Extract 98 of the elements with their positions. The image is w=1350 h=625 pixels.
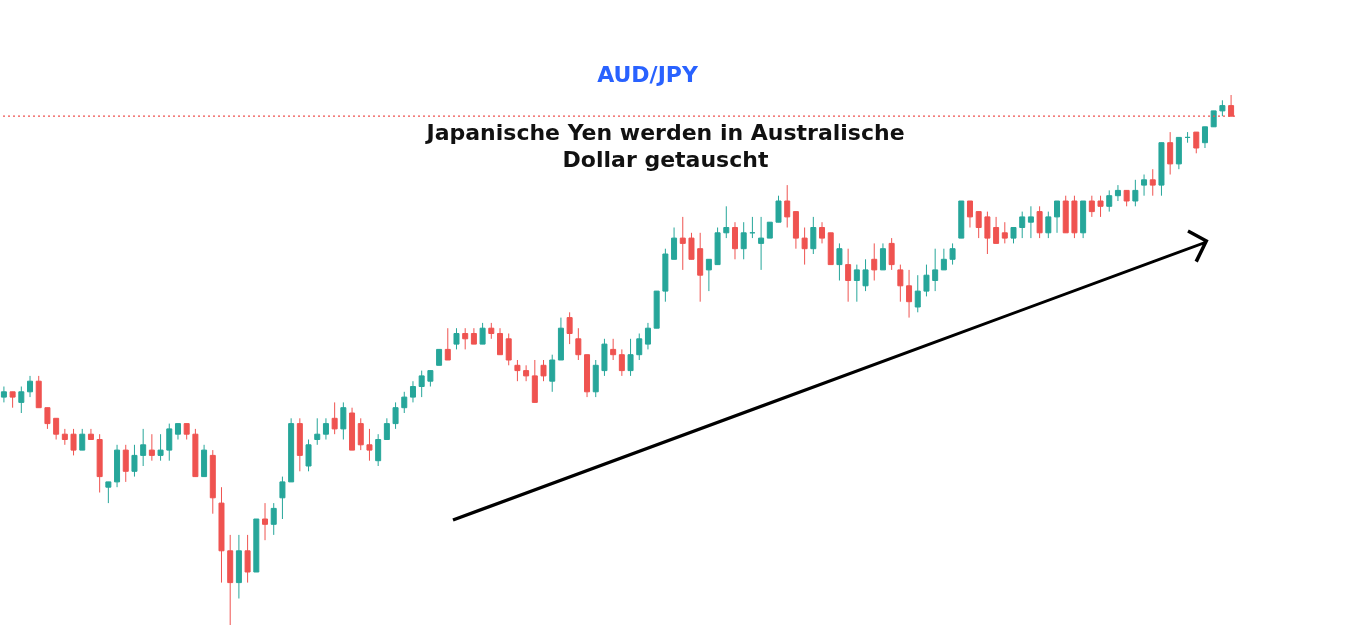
candlestick [731,221,738,260]
candlestick [940,248,947,271]
candlestick [27,375,34,398]
candlestick [906,269,913,319]
candlestick [357,417,364,451]
candlestick [853,264,860,303]
candlestick [322,417,329,440]
candlestick [444,327,451,361]
candlestick [131,444,138,478]
candlestick [801,227,808,266]
chart-title: AUD/JPY [597,61,699,87]
candlestick [819,221,826,244]
candlestick [679,216,686,271]
candlestick [1167,131,1174,175]
candlestick [1149,168,1156,197]
candlestick [627,338,634,377]
candlestick [644,322,651,350]
candlestick [1054,200,1061,234]
candlestick [1141,174,1148,197]
candlestick [975,211,982,239]
candlestick [784,184,791,228]
candlestick [122,444,129,483]
candlestick [340,401,347,440]
candlestick [70,428,77,456]
candlestick [166,423,173,462]
candlestick [705,258,712,292]
candlestick [505,333,512,366]
candlestick [401,391,408,414]
candlestick [79,428,86,451]
candlestick [775,195,782,223]
candlestick [966,200,973,228]
candlestick [723,205,730,239]
candlestick [262,502,269,541]
candlestick [1036,205,1043,239]
candlestick [44,407,51,430]
candlestick [279,476,286,520]
candlestick [497,327,504,356]
candlestick [1201,126,1208,149]
candlestick [845,248,852,303]
candlestick [87,428,94,440]
candlestick [871,242,878,281]
candlestick [923,264,930,297]
candlestick [270,502,277,536]
candlestick [1106,189,1113,213]
candlestick [949,242,956,266]
candlestick [1001,221,1008,244]
candlestick [1097,195,1104,218]
candlestick [618,348,625,377]
candlestick [148,433,155,462]
candlestick [566,311,573,345]
candlestick [688,232,695,260]
candlestick [140,428,147,467]
candlestick [53,417,60,440]
candlestick [514,359,521,382]
candlestick [740,221,747,260]
candlestick [758,216,765,271]
candlestick [1027,205,1034,239]
candlestick [105,481,112,504]
candlestick [392,401,399,430]
candlestick [1045,211,1052,239]
candlestick [549,354,556,393]
candlestick [305,439,312,472]
candlestick [244,534,251,584]
text: Japanische Yen werden in Australische Dollar getauscht [424,120,905,172]
candlestick [836,242,843,281]
candlestick [1114,184,1121,202]
candlestick [914,274,921,313]
candlestick [0,386,7,403]
candlestick [984,211,991,255]
candlestick [18,386,25,414]
candlestick [897,264,904,303]
candlestick [462,327,469,350]
candlestick [314,417,321,446]
candlestick [993,216,1000,244]
candlestick [575,327,582,361]
candlestick [1132,179,1139,207]
candlestick [888,237,895,271]
candlestick [1088,195,1095,218]
candlestick [862,258,869,292]
candlestick [879,242,886,271]
candlestick [636,333,643,361]
candlestick [366,428,373,462]
candlestick [523,364,530,382]
candlestick [610,338,617,361]
candlestick [418,370,425,398]
candlestick [375,433,382,467]
candlestick [1019,211,1026,239]
candlestick [453,327,460,350]
candlestick [479,322,486,345]
candlestick [932,248,939,292]
candlestick [409,380,416,403]
candlestick [383,417,390,440]
candlestick [1193,131,1200,154]
candlestick [331,401,338,435]
candlestick [540,359,547,382]
candlestick [810,216,817,255]
candlestick [157,433,164,462]
candlestick [671,227,678,260]
